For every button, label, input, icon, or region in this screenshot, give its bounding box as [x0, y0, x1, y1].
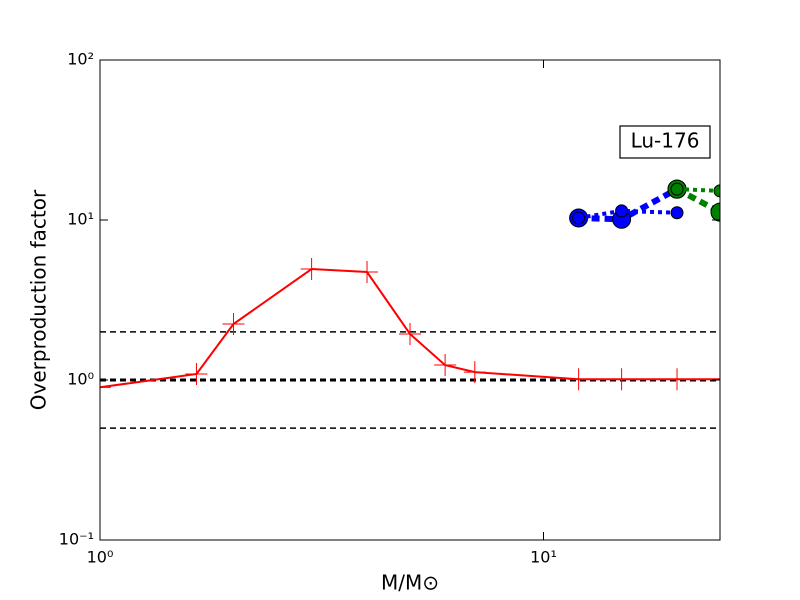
- marker: [709, 368, 720, 391]
- marker: [463, 361, 486, 384]
- marker: [670, 206, 684, 220]
- annotation-frame: [619, 125, 711, 159]
- marker: [666, 368, 689, 391]
- marker: [300, 258, 323, 281]
- marker: [399, 322, 421, 345]
- x-tick-label: 10⁰: [87, 548, 114, 567]
- plot-area: [100, 179, 720, 429]
- marker: [572, 211, 586, 225]
- marker: [670, 182, 684, 196]
- x-axis-label: M/M⊙: [381, 571, 439, 595]
- marker: [222, 312, 245, 335]
- annotation: Lu-176: [631, 129, 700, 153]
- series-line: [676, 187, 720, 193]
- marker: [567, 368, 590, 391]
- annotation-box: Lu-176: [619, 125, 711, 159]
- marker: [615, 204, 629, 218]
- y-tick-label: 10¹: [67, 210, 94, 229]
- y-tick-label: 10⁰: [67, 370, 94, 389]
- y-tick-label: 10⁻¹: [59, 530, 94, 549]
- marker: [610, 368, 633, 391]
- axes-frame: [99, 59, 721, 541]
- marker: [713, 184, 720, 198]
- marker: [710, 202, 720, 222]
- marker: [356, 261, 379, 284]
- y-axis-label: Overproduction factor: [27, 189, 51, 410]
- marker: [434, 354, 457, 377]
- x-tick-label: 10¹: [530, 548, 557, 567]
- marker: [185, 363, 208, 386]
- marker: [100, 376, 111, 399]
- y-tick-label: 10²: [67, 50, 94, 69]
